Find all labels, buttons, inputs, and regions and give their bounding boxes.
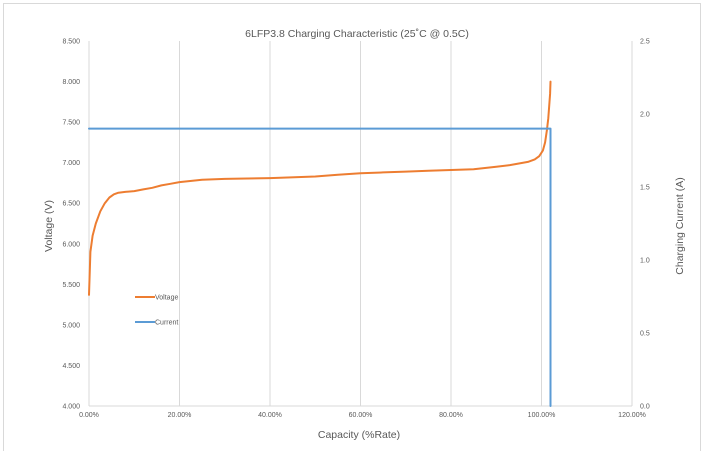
x-tick-label: 0.00%	[79, 412, 99, 419]
y-tick-label: 8.000	[62, 79, 80, 86]
legend-label-voltage: Voltage	[155, 295, 178, 302]
y-axis-title: Voltage (V)	[43, 200, 55, 252]
y2-axis-title: Charging Current (A)	[674, 177, 686, 274]
legend-label-current: Current	[155, 320, 178, 327]
x-axis-title: Capacity (%Rate)	[318, 429, 400, 441]
series-lines	[88, 80, 552, 407]
series-line-current	[88, 127, 552, 407]
y-tick-label: 4.000	[62, 404, 80, 411]
y2-tick-label: 1.5	[640, 185, 650, 192]
chart-title: 6LFP3.8 Charging Characteristic (25˚C @ …	[245, 28, 469, 40]
chart-frame	[3, 3, 701, 451]
y2-tick-label: 0.5	[640, 331, 650, 338]
y2-tick-label: 1.0	[640, 258, 650, 265]
grid-lines	[88, 41, 633, 406]
y-tick-label: 8.500	[62, 39, 80, 46]
y-tick-label: 6.500	[62, 201, 80, 208]
x-tick-label: 40.00%	[258, 412, 282, 419]
x-tick-label: 80.00%	[439, 412, 463, 419]
y-tick-label: 5.500	[62, 282, 80, 289]
y-tick-label: 7.500	[62, 120, 80, 127]
x-tick-label: 120.00%	[618, 412, 646, 419]
x-tick-label: 60.00%	[349, 412, 373, 419]
y2-tick-label: 2.5	[640, 39, 650, 46]
legend: Voltage Current	[135, 295, 178, 327]
y-tick-label: 4.500	[62, 363, 80, 370]
tick-labels: 0.00% 20.00% 40.00% 60.00% 80.00% 100.00% 120.…	[62, 39, 649, 420]
series-line-voltage	[88, 80, 552, 296]
y-tick-label: 5.000	[62, 322, 80, 329]
x-tick-label: 20.00%	[168, 412, 192, 419]
y2-tick-label: 2.0	[640, 112, 650, 119]
x-tick-label: 100.00%	[528, 412, 556, 419]
y2-tick-label: 0.0	[640, 404, 650, 411]
y-tick-label: 6.000	[62, 241, 80, 248]
y-tick-label: 7.000	[62, 160, 80, 167]
